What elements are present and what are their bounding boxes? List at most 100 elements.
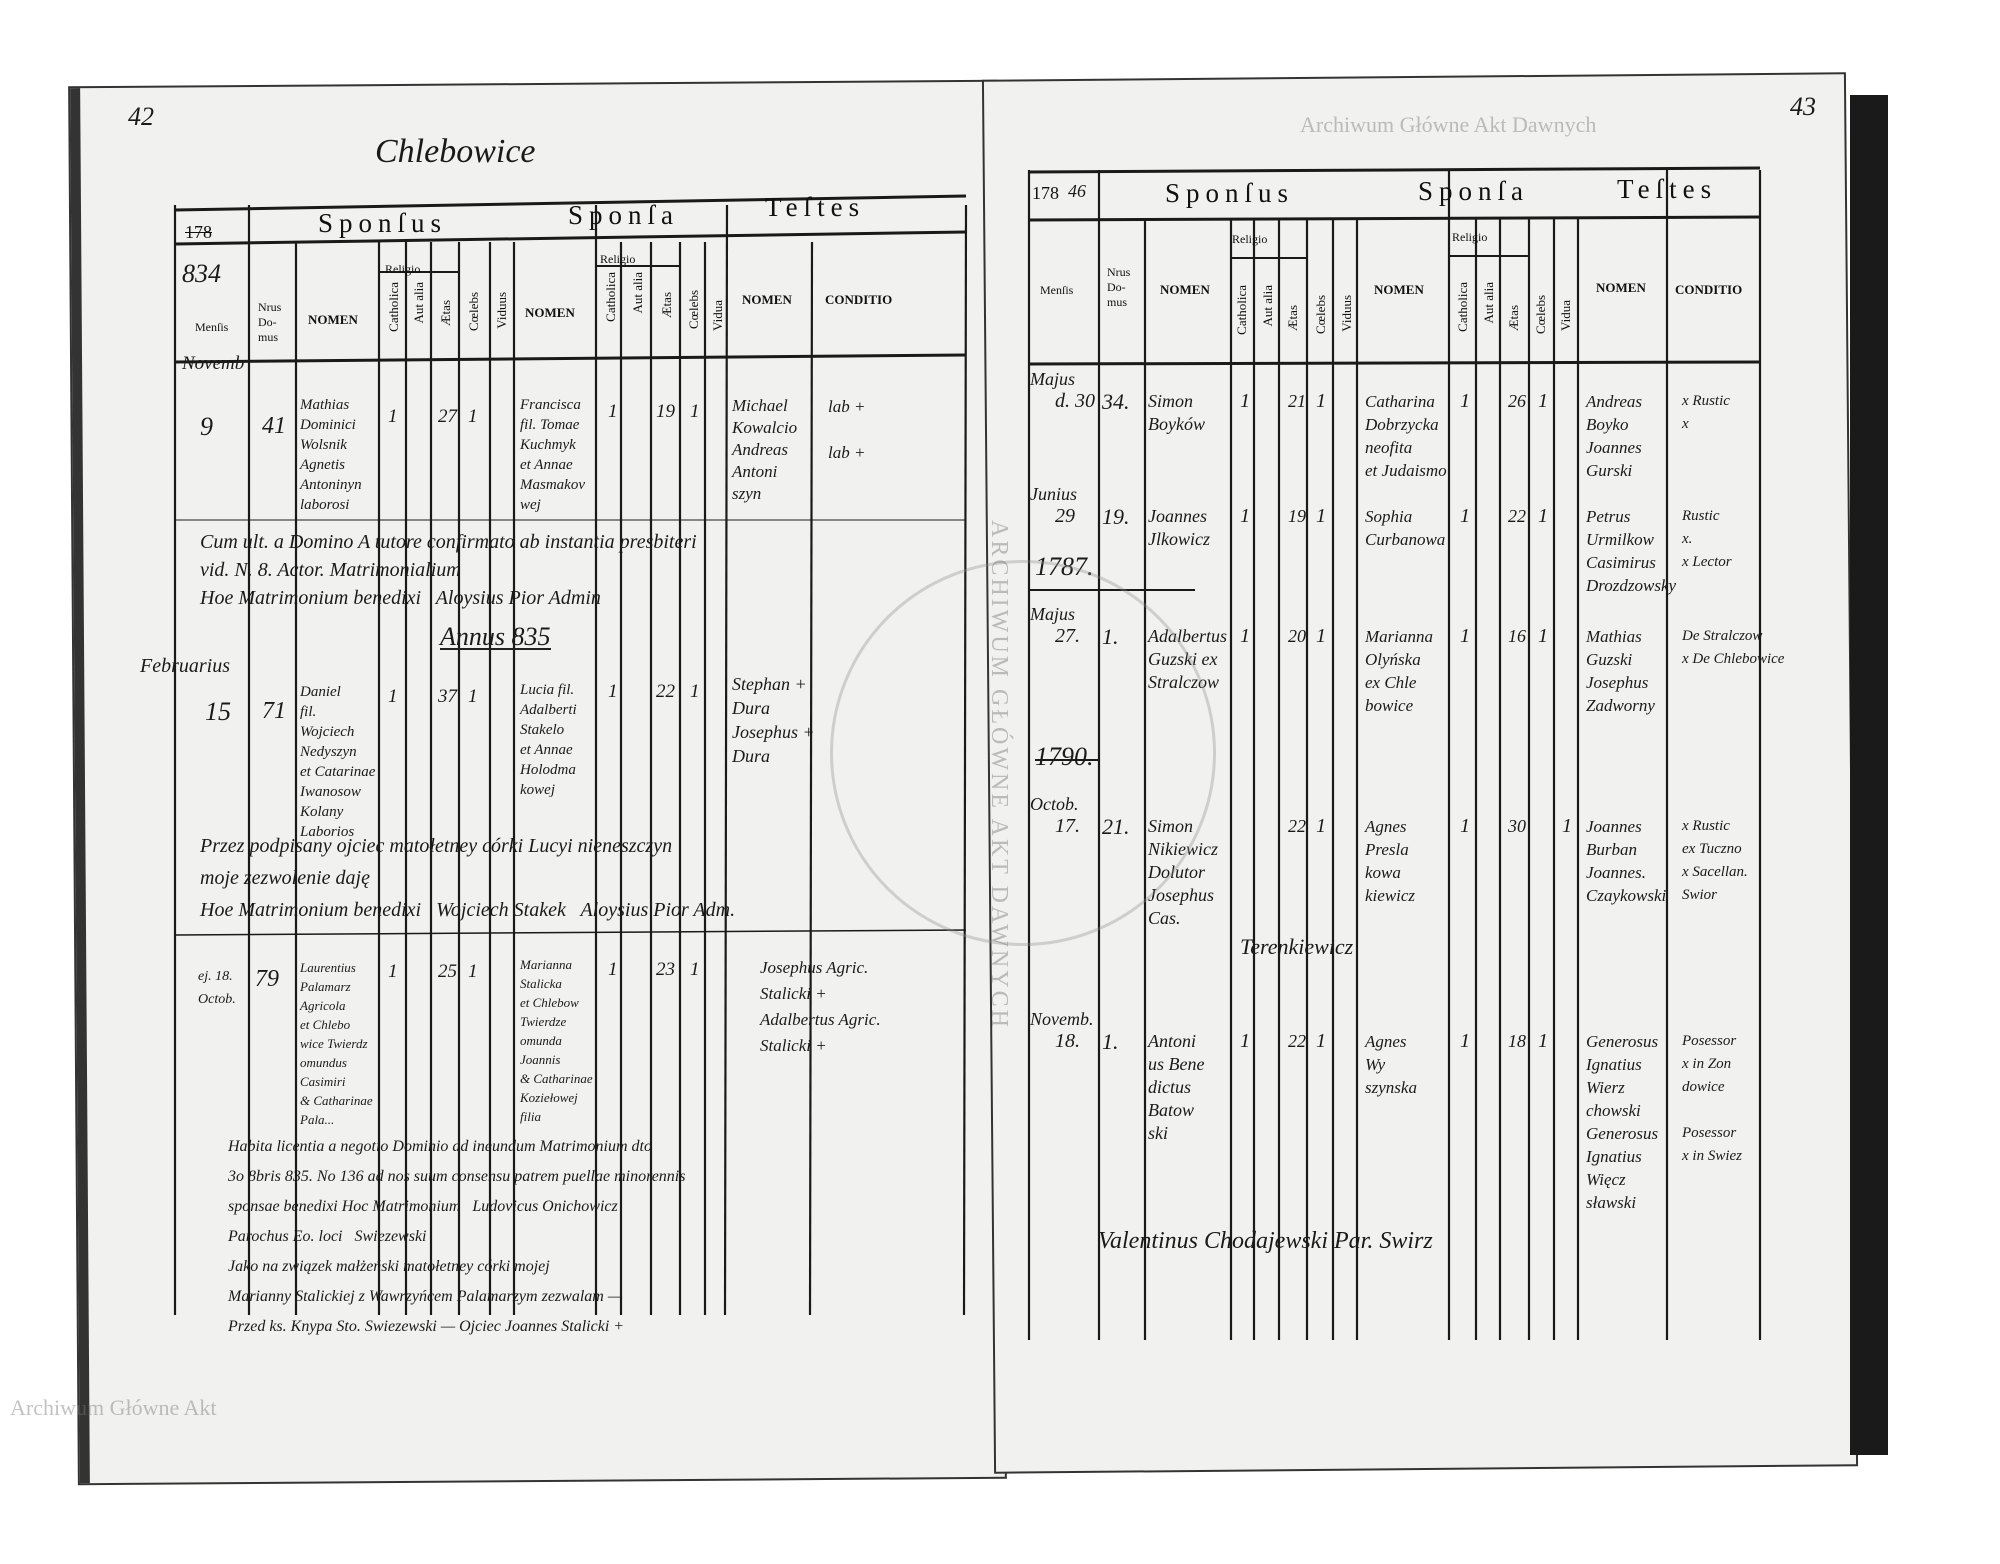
header-nomen-sponsa: NOMEN	[1374, 282, 1424, 297]
header-testes: Teſtes	[765, 192, 866, 222]
header-religio: Religio	[1232, 232, 1268, 246]
entry-sponsus-catholica: 1	[1240, 1030, 1250, 1052]
entry-sponsus-caelebs: 1	[468, 406, 478, 427]
header-caelebs-sponsa: Cœlebs	[1533, 295, 1548, 334]
entry-sponsus-age: 37	[438, 686, 457, 707]
header-vidua: Vidua	[1558, 300, 1573, 331]
watermark-right: Archiwum Główne Akt Dawnych	[1300, 112, 1597, 137]
entry-house: 71	[262, 698, 286, 724]
year-printed-left: 178	[185, 222, 212, 242]
header-religio: Religio	[385, 262, 421, 276]
rule-line	[174, 929, 967, 936]
entry-conditio: De Stralczow x De Chlebowice	[1682, 628, 1785, 667]
entry-day: 9	[200, 412, 213, 441]
entry-sponsa-age: 22	[1508, 506, 1526, 526]
entry-sponsus-age: 20	[1288, 626, 1306, 646]
header-nomen-sponsa: NOMEN	[525, 305, 575, 320]
header-nomen-testes: NOMEN	[742, 292, 792, 307]
header-conditio: CONDITIO	[1675, 282, 1743, 297]
table-top-line	[174, 194, 967, 212]
entry-day: 18.	[1055, 1030, 1080, 1052]
entry-sponsus-catholica: 1	[1240, 390, 1250, 412]
header-aut-alia-sponsa: Aut alia	[1481, 282, 1496, 324]
header-aetas-sponsa: Ætas	[1506, 305, 1521, 331]
entry-sponsus-catholica: 1	[1240, 505, 1250, 527]
parish-name: Chlebowice	[375, 133, 536, 170]
entry-sponsa-age: 18	[1508, 1031, 1526, 1051]
entry-sponsa-catholica: 1	[608, 959, 618, 980]
book-edge	[1850, 95, 1888, 1455]
entry-sponsus-catholica: 1	[1240, 625, 1250, 647]
header-vidua: Vidua	[710, 300, 725, 331]
header-bottom-line	[1028, 360, 1761, 366]
year-written-left: 834	[182, 259, 221, 288]
entry-house: 79	[255, 966, 279, 992]
entry-sponsus-caelebs: 1	[468, 686, 478, 707]
entry-testes: Generosus Ignatius Wierz chowski Generos…	[1586, 1032, 1659, 1212]
header-caelebs: Cœlebs	[466, 292, 481, 331]
header-nomen: NOMEN	[308, 312, 358, 327]
entry-sponsa-catholica: 1	[608, 401, 618, 422]
entry-note: Przez podpisany ojciec matołetney córki …	[200, 835, 736, 921]
entry-sponsa: Lucia fil. Adalberti Stakelo et Annae Ho…	[520, 682, 577, 798]
month-header: Novemb	[182, 353, 245, 374]
column-line	[808, 241, 814, 1316]
entry-sponsus-caelebs: 1	[1316, 815, 1326, 837]
entry-day: 15	[205, 697, 231, 726]
header-aut-alia: Aut alia	[411, 282, 426, 324]
entry-day: ej. 18. Octob.	[198, 969, 236, 1007]
entry-sponsa-catholica: 1	[1460, 505, 1470, 527]
entry-day: d. 30	[1055, 390, 1095, 412]
entry-sponsus-age: 21	[1288, 391, 1306, 411]
entry-sponsus-age: 22	[1288, 1031, 1306, 1051]
entry-sponsus-caelebs: 1	[1316, 505, 1326, 527]
entry-note: Habita licentia a negotio Dominio ad ine…	[228, 1138, 686, 1335]
header-nrus-domus: Nrus Do-mus	[1107, 265, 1131, 309]
entry-sponsus-age: 19	[1288, 506, 1306, 526]
entry-sponsa-catholica: 1	[1460, 390, 1470, 412]
year-written-right: 46	[1068, 181, 1086, 201]
header-aetas: Ætas	[1285, 305, 1300, 331]
entry-sponsa-caelebs: 1	[690, 401, 700, 422]
entry-sponsus: Laurentius Palamarz Agricola et Chlebo w…	[300, 960, 373, 1127]
entry-sponsus-catholica: 1	[388, 686, 398, 707]
entry-sponsus: Simon Boyków	[1148, 391, 1205, 434]
entry-testes: Joannes Burban Joannes. Czaykowski	[1586, 817, 1667, 905]
header-sponsa: Sponſa	[1418, 176, 1530, 206]
entry-sponsus: Joannes Jlkowicz	[1148, 506, 1210, 549]
entry-sponsa-catholica: 1	[608, 681, 618, 702]
entry-sponsa: Agnes Presla kowa kiewicz	[1365, 817, 1416, 905]
entry-sponsus-catholica: 1	[388, 406, 398, 427]
entry-sponsa: Marianna Stalicka et Chlebow Twierdze om…	[520, 957, 593, 1124]
entry-sponsa-age: 30	[1508, 816, 1526, 836]
entry-sponsa-caelebs: 1	[690, 681, 700, 702]
year-mark: Annus 835	[440, 622, 551, 651]
entry-sponsa: Sophia Curbanowa	[1365, 507, 1446, 549]
header-bottom-line	[174, 353, 967, 364]
entry-month: Novemb.	[1030, 1009, 1094, 1029]
header-line	[174, 230, 967, 246]
entry-sponsus-caelebs: 1	[1316, 390, 1326, 412]
header-caelebs-sponsa: Cœlebs	[686, 290, 701, 329]
page-number-left: 42	[128, 102, 154, 131]
header-line	[1028, 215, 1761, 222]
entry-sponsus: Mathias Dominici Wolsnik Agnetis Antonin…	[300, 397, 362, 513]
header-mensis: Menſis	[195, 320, 229, 334]
entry-day: 29	[1055, 505, 1075, 527]
year-printed-right: 178	[1032, 183, 1059, 203]
entry-sponsa-caelebs: 1	[1538, 505, 1548, 527]
entry-sponsa-age: 16	[1508, 626, 1526, 646]
entry-conditio: Posessor x in Zon dowice Posessor x in S…	[1682, 1033, 1742, 1164]
table-top-line	[1028, 166, 1761, 174]
header-aut-alia-sponsa: Aut alia	[630, 272, 645, 314]
entry-sponsus-catholica: 1	[388, 961, 398, 982]
entry-sponsus-caelebs: 1	[1316, 1030, 1326, 1052]
header-nrus-domus: Nrus Do-mus	[258, 300, 282, 344]
entry-sponsa: Francisca fil. Tomae Kuchmyk et Annae Ma…	[520, 397, 585, 513]
entry-month: Majus	[1030, 369, 1075, 389]
entry-extra: Terenkiewicz	[1240, 934, 1354, 959]
archive-seal	[830, 560, 1216, 946]
entry-sponsa-caelebs: 1	[1538, 1030, 1548, 1052]
entry-testes: Josephus Agric. Stalicki + Adalbertus Ag…	[760, 958, 881, 1055]
